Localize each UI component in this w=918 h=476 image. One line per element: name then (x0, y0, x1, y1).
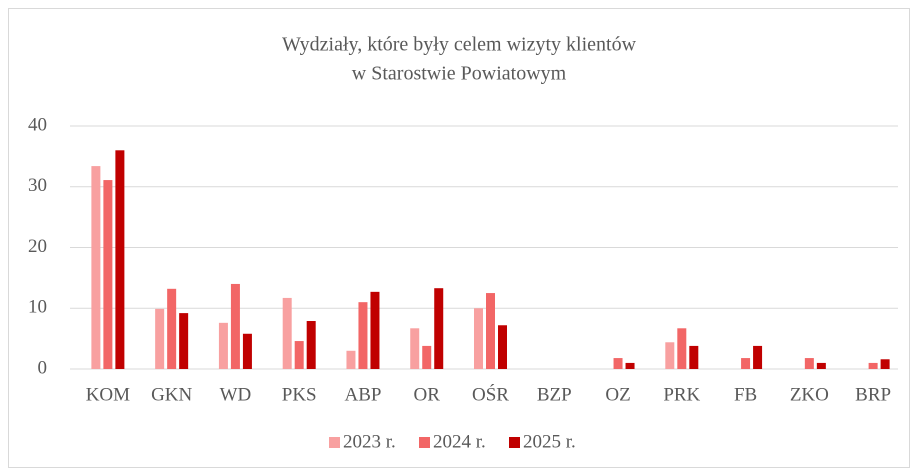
bar (410, 328, 420, 369)
bar (689, 345, 699, 369)
bar (218, 322, 228, 369)
chart-title: w Starostwie Powiatowym (352, 63, 567, 85)
legend-label: 2023 r. (343, 431, 396, 452)
bar (282, 297, 292, 369)
bar (741, 358, 751, 369)
bar (103, 180, 113, 369)
x-tick-label: ABP (344, 384, 381, 405)
bar (346, 350, 356, 369)
bar (868, 362, 878, 369)
bar (179, 313, 189, 369)
bar (358, 302, 368, 369)
legend-swatch (509, 437, 520, 448)
bar (625, 362, 635, 369)
bar (115, 150, 125, 369)
x-tick-label: GKN (151, 384, 192, 405)
y-tick-label: 0 (38, 357, 48, 378)
bar (230, 283, 240, 369)
bar (753, 345, 763, 369)
bar (91, 166, 101, 369)
bar (804, 358, 814, 369)
y-tick-label: 40 (28, 114, 47, 135)
bar (155, 308, 165, 369)
x-tick-label: WD (220, 384, 252, 405)
bar (677, 328, 687, 369)
bar (474, 308, 483, 369)
bar (665, 342, 675, 369)
x-tick-label: PKS (282, 384, 317, 405)
x-tick-label: OZ (605, 384, 630, 405)
x-tick-label: BRP (855, 384, 891, 405)
bar (370, 291, 380, 369)
bar (498, 325, 507, 369)
bar (294, 341, 304, 369)
x-tick-label: OR (414, 384, 441, 405)
bar (434, 288, 444, 369)
bar (486, 293, 495, 369)
x-tick-label: ZKO (790, 384, 829, 405)
legend-label: 2024 r. (433, 431, 486, 452)
y-tick-label: 20 (28, 236, 47, 257)
chart-title: Wydziały, które były celem wizyty klient… (282, 34, 637, 56)
bar (880, 359, 890, 369)
y-tick-label: 30 (28, 175, 47, 196)
legend-swatch (419, 437, 430, 448)
bar (422, 345, 432, 369)
x-tick-label: PRK (663, 384, 700, 405)
legend-label: 2025 r. (523, 431, 576, 452)
x-tick-label: FB (734, 384, 757, 405)
y-tick-label: 10 (28, 297, 47, 318)
x-tick-label: BZP (537, 384, 572, 405)
bar (242, 333, 252, 369)
legend-swatch (329, 437, 340, 448)
x-tick-label: KOM (86, 384, 130, 405)
bar (613, 358, 623, 369)
bar (816, 362, 826, 369)
chart-border (8, 8, 910, 468)
bar (167, 288, 177, 369)
bar (306, 321, 316, 369)
x-tick-label: OŚR (472, 383, 509, 405)
